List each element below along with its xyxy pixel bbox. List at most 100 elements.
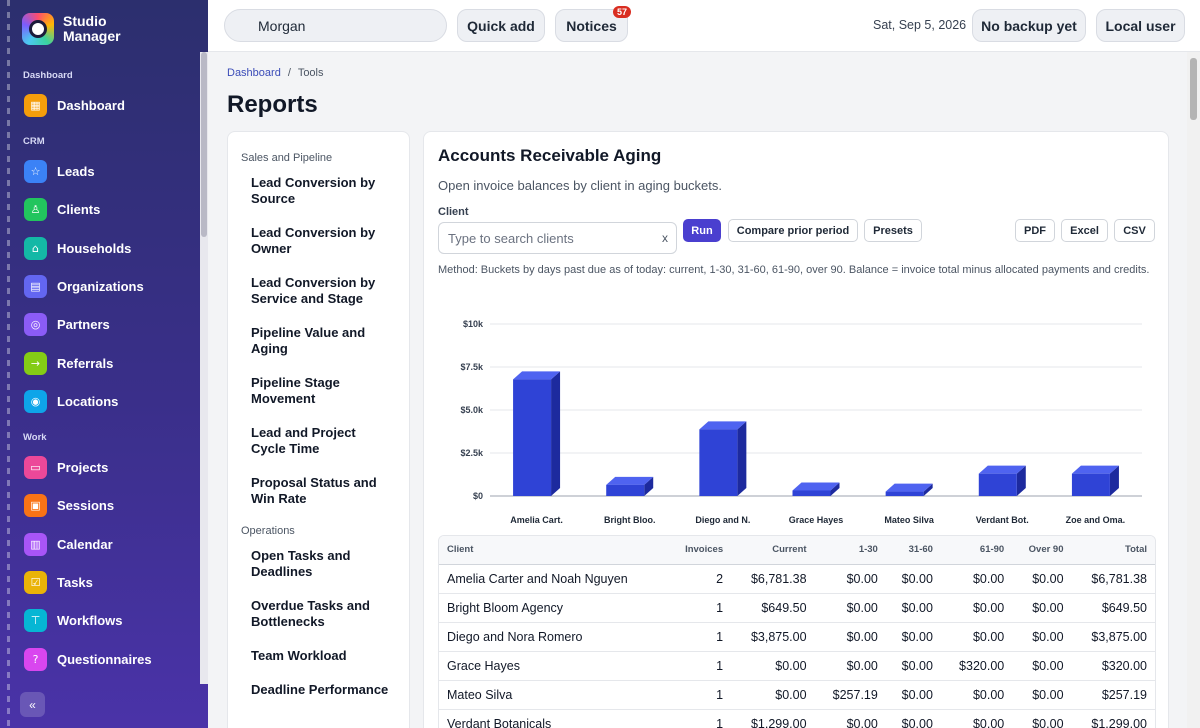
calendar-icon: ▥ xyxy=(24,532,47,556)
table-row[interactable]: Amelia Carter and Noah Nguyen 2 $6,781.38 $… xyxy=(439,564,1155,594)
report-list: Sales and Pipeline Lead Conversion by So… xyxy=(227,131,410,728)
table-cell: $0.00 xyxy=(814,709,886,728)
folder-icon: ▭ xyxy=(24,455,47,479)
table-cell: $0.00 xyxy=(731,680,815,710)
report-item[interactable]: Lead and Project Cycle Time xyxy=(251,425,356,456)
account-button[interactable]: Local user xyxy=(1096,9,1185,42)
bar-top xyxy=(1071,465,1119,474)
sidebar-item-workflows[interactable]: ⊤ Workflows xyxy=(24,607,200,633)
column-header[interactable]: Client xyxy=(439,536,669,565)
table-cell: $649.50 xyxy=(731,593,815,623)
sidebar-item-calendar[interactable]: ▥ Calendar xyxy=(24,531,200,557)
column-header[interactable]: Over 90 xyxy=(1012,536,1072,565)
sidebar-item-projects[interactable]: ▭ Projects xyxy=(24,454,200,480)
table-row[interactable]: Grace Hayes 1 $0.00 $0.00 $0.00 $320.00 $0.00 $… xyxy=(439,651,1155,681)
report-item[interactable]: Open Tasks and Deadlines xyxy=(251,548,351,579)
report-item[interactable]: Deadline Performance xyxy=(251,682,389,697)
sidebar-item-questionnaires[interactable]: ? Questionnaires xyxy=(24,646,200,672)
bar-side xyxy=(644,476,654,496)
table-header-row: Client Invoices Current 1-30 31-60 61-90 Over … xyxy=(439,536,1155,565)
bar xyxy=(513,379,552,496)
table-cell: $0.00 xyxy=(940,680,1013,710)
breadcrumb-separator: / xyxy=(287,67,291,79)
sidebar-item-tasks[interactable]: ☑ Tasks xyxy=(24,569,200,595)
sidebar-item-label: Leads xyxy=(57,163,95,179)
export-excel-button[interactable]: Excel xyxy=(1061,219,1108,242)
page-scrollbar[interactable] xyxy=(1187,52,1200,728)
table-row[interactable]: Verdant Botanicals 1 $1,299.00 $0.00 $0.00 $0… xyxy=(439,709,1155,728)
table-cell: $1,299.00 xyxy=(731,709,815,728)
x-tick-label: Bright Bloo. xyxy=(604,515,656,525)
arrow-icon: → xyxy=(24,351,47,375)
client-search-input[interactable] xyxy=(438,222,677,254)
column-header[interactable]: Invoices xyxy=(668,536,732,565)
brand[interactable]: Studio Manager xyxy=(22,13,143,45)
bar-side xyxy=(737,421,747,496)
clear-search-icon[interactable]: x xyxy=(662,231,668,245)
report-item[interactable]: Lead Conversion by Service and Stage xyxy=(251,275,376,306)
table-cell: $6,781.38 xyxy=(731,564,815,594)
notices-button[interactable]: Notices 57 xyxy=(555,6,631,42)
aging-table: Client Invoices Current 1-30 31-60 61-90 Over … xyxy=(438,535,1156,728)
x-tick-label: Verdant Bot. xyxy=(976,515,1029,525)
bar xyxy=(699,429,738,496)
report-item[interactable]: Team Workload xyxy=(251,648,347,663)
column-header[interactable]: 31-60 xyxy=(885,536,941,565)
column-header[interactable]: 1-30 xyxy=(814,536,886,565)
sidebar-item-referrals[interactable]: → Referrals xyxy=(24,350,200,376)
report-item[interactable]: Proposal Status and Win Rate xyxy=(251,475,377,506)
user-switcher[interactable]: Morgan xyxy=(224,9,447,42)
table-cell: $0.00 xyxy=(940,622,1013,652)
compare-prior-period-button[interactable]: Compare prior period xyxy=(728,219,858,242)
sidebar-item-clients[interactable]: ♙ Clients xyxy=(24,196,200,222)
sidebar-item-locations[interactable]: ◉ Locations xyxy=(24,388,200,414)
table-cell: $0.00 xyxy=(885,709,941,728)
sidebar-scrollbar[interactable] xyxy=(200,52,208,684)
report-item[interactable]: Pipeline Stage Movement xyxy=(251,375,340,406)
table-cell: 1 xyxy=(668,622,732,652)
table-row[interactable]: Bright Bloom Agency 1 $649.50 $0.00 $0.00 $0.… xyxy=(439,593,1155,623)
run-button[interactable]: Run xyxy=(683,219,721,242)
sidebar-scrollbar-thumb[interactable] xyxy=(201,52,207,237)
y-tick-label: $0 xyxy=(473,491,483,501)
sidebar-item-households[interactable]: ⌂ Households xyxy=(24,235,200,261)
report-item[interactable]: Lead Conversion by Owner xyxy=(251,225,376,256)
table-row[interactable]: Mateo Silva 1 $0.00 $257.19 $0.00 $0.00 $0.00 $… xyxy=(439,680,1155,710)
table-cell: $0.00 xyxy=(940,564,1013,594)
presets-button[interactable]: Presets xyxy=(864,219,922,242)
table-cell: 1 xyxy=(668,709,732,728)
sidebar-item-organizations[interactable]: ▤ Organizations xyxy=(24,273,200,299)
column-header[interactable]: Total xyxy=(1071,536,1155,565)
page-scrollbar-thumb[interactable] xyxy=(1190,58,1197,120)
export-pdf-button[interactable]: PDF xyxy=(1015,219,1055,242)
report-item[interactable]: Lead Conversion by Source xyxy=(251,175,376,206)
sidebar-item-partners[interactable]: ◎ Partners xyxy=(24,311,200,337)
table-cell: $0.00 xyxy=(1012,680,1072,710)
bar-side xyxy=(551,371,561,496)
sidebar: Studio Manager Dashboard CRM Work ▦ Dashboar… xyxy=(0,0,208,728)
sidebar-item-sessions[interactable]: ▣ Sessions xyxy=(24,492,200,518)
report-item[interactable]: Pipeline Value and Aging xyxy=(251,325,366,356)
table-row[interactable]: Diego and Nora Romero 1 $3,875.00 $0.00 $0.0… xyxy=(439,622,1155,652)
client-name-cell: Grace Hayes xyxy=(439,651,669,681)
client-name-cell: Mateo Silva xyxy=(439,680,669,710)
sidebar-item-label: Dashboard xyxy=(57,97,125,113)
column-header[interactable]: 61-90 xyxy=(940,536,1013,565)
report-section-title: Operations xyxy=(241,525,295,537)
backup-status-button[interactable]: No backup yet xyxy=(972,9,1086,42)
report-item[interactable]: Overdue Tasks and Bottlenecks xyxy=(251,598,370,629)
collapse-sidebar-button[interactable]: « xyxy=(20,692,45,717)
export-csv-button[interactable]: CSV xyxy=(1114,219,1155,242)
report-subtitle: Open invoice balances by client in aging… xyxy=(438,178,723,193)
y-tick-label: $10k xyxy=(463,319,484,329)
table-cell: $0.00 xyxy=(814,564,886,594)
table-cell: $0.00 xyxy=(885,622,941,652)
breadcrumb-dashboard-link[interactable]: Dashboard xyxy=(227,67,281,79)
quick-add-button[interactable]: Quick add xyxy=(457,9,545,42)
breadcrumb: Dashboard / Tools xyxy=(227,67,324,79)
bar-side xyxy=(830,482,840,496)
sidebar-item-leads[interactable]: ☆ Leads xyxy=(24,158,200,184)
sidebar-item-dashboard[interactable]: ▦ Dashboard xyxy=(24,92,200,118)
column-header[interactable]: Current xyxy=(731,536,815,565)
star-icon: ☆ xyxy=(24,159,47,183)
